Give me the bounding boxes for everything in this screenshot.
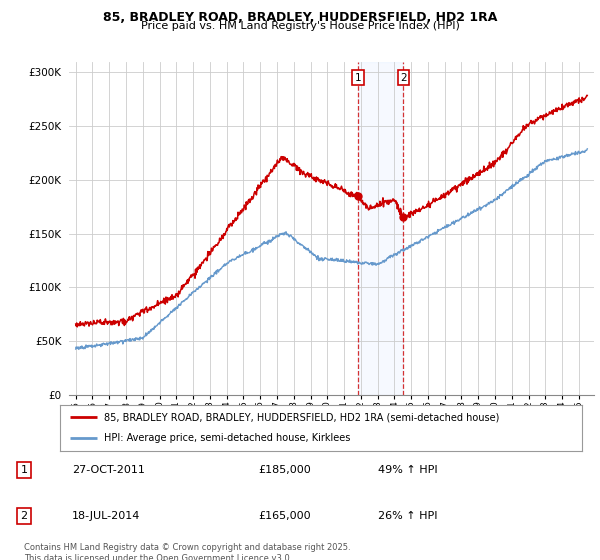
Text: 1: 1 — [355, 73, 361, 83]
Text: 1: 1 — [20, 465, 28, 475]
Text: £165,000: £165,000 — [258, 511, 311, 521]
Text: 2: 2 — [400, 73, 407, 83]
Text: 2: 2 — [20, 511, 28, 521]
Text: £185,000: £185,000 — [258, 465, 311, 475]
Text: 18-JUL-2014: 18-JUL-2014 — [72, 511, 140, 521]
Text: Price paid vs. HM Land Registry's House Price Index (HPI): Price paid vs. HM Land Registry's House … — [140, 21, 460, 31]
Text: 27-OCT-2011: 27-OCT-2011 — [72, 465, 145, 475]
Text: Contains HM Land Registry data © Crown copyright and database right 2025.
This d: Contains HM Land Registry data © Crown c… — [24, 543, 350, 560]
Text: HPI: Average price, semi-detached house, Kirklees: HPI: Average price, semi-detached house,… — [104, 433, 351, 444]
Text: 85, BRADLEY ROAD, BRADLEY, HUDDERSFIELD, HD2 1RA: 85, BRADLEY ROAD, BRADLEY, HUDDERSFIELD,… — [103, 11, 497, 24]
Text: 85, BRADLEY ROAD, BRADLEY, HUDDERSFIELD, HD2 1RA (semi-detached house): 85, BRADLEY ROAD, BRADLEY, HUDDERSFIELD,… — [104, 412, 500, 422]
Text: 26% ↑ HPI: 26% ↑ HPI — [378, 511, 437, 521]
Text: 49% ↑ HPI: 49% ↑ HPI — [378, 465, 437, 475]
Bar — [358, 62, 403, 395]
